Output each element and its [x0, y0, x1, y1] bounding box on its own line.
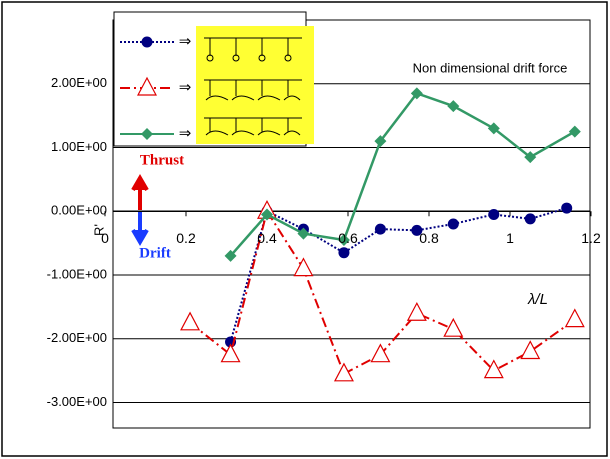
- point: [408, 303, 426, 320]
- legend-image: [196, 26, 314, 144]
- point: [335, 364, 353, 381]
- point: [488, 209, 499, 220]
- x-axis-label: λ/L: [527, 291, 548, 308]
- point: [569, 126, 581, 138]
- point: [447, 100, 459, 112]
- drift-arrow: [133, 212, 147, 242]
- x-tick-label: 0: [101, 230, 109, 246]
- chart: Non dimensional drift force R' λ/L Thrus…: [0, 0, 610, 459]
- y-tick-label: -3.00E+00: [47, 394, 107, 409]
- point: [448, 219, 459, 230]
- point: [371, 345, 389, 362]
- point: [181, 313, 199, 330]
- point: [294, 259, 312, 276]
- y-tick-label: 0.00E+00: [51, 203, 107, 218]
- point: [375, 224, 386, 235]
- point: [338, 247, 349, 258]
- legend-arrow: ⇒: [179, 33, 192, 50]
- y-tick-label: -1.00E+00: [47, 266, 107, 281]
- x-tick-label: 0.6: [338, 230, 358, 246]
- legend-marker: [142, 37, 153, 48]
- x-tick-label: 0.8: [419, 230, 439, 246]
- page: {"chart_data": {"type": "line", "annotat…: [0, 0, 610, 459]
- x-tick-label: 0.2: [176, 230, 196, 246]
- annotation: Non dimensional drift force: [413, 60, 568, 75]
- thrust-label: Thrust: [140, 152, 184, 168]
- legend-arrow: ⇒: [179, 125, 192, 142]
- point: [525, 213, 536, 224]
- thrust-arrow: [133, 178, 147, 210]
- y-tick-label: -2.00E+00: [47, 330, 107, 345]
- point: [444, 319, 462, 336]
- x-tick-label: 0.4: [257, 230, 277, 246]
- point: [566, 310, 584, 327]
- point: [561, 203, 572, 214]
- legend-arrow: ⇒: [179, 79, 192, 96]
- point: [222, 345, 240, 362]
- drift-label: Drift: [139, 245, 171, 261]
- point: [521, 342, 539, 359]
- x-tick-label: 1.2: [581, 230, 601, 246]
- x-tick-label: 1: [506, 230, 514, 246]
- y-tick-label: 1.00E+00: [51, 139, 107, 154]
- y-tick-label: 2.00E+00: [51, 75, 107, 90]
